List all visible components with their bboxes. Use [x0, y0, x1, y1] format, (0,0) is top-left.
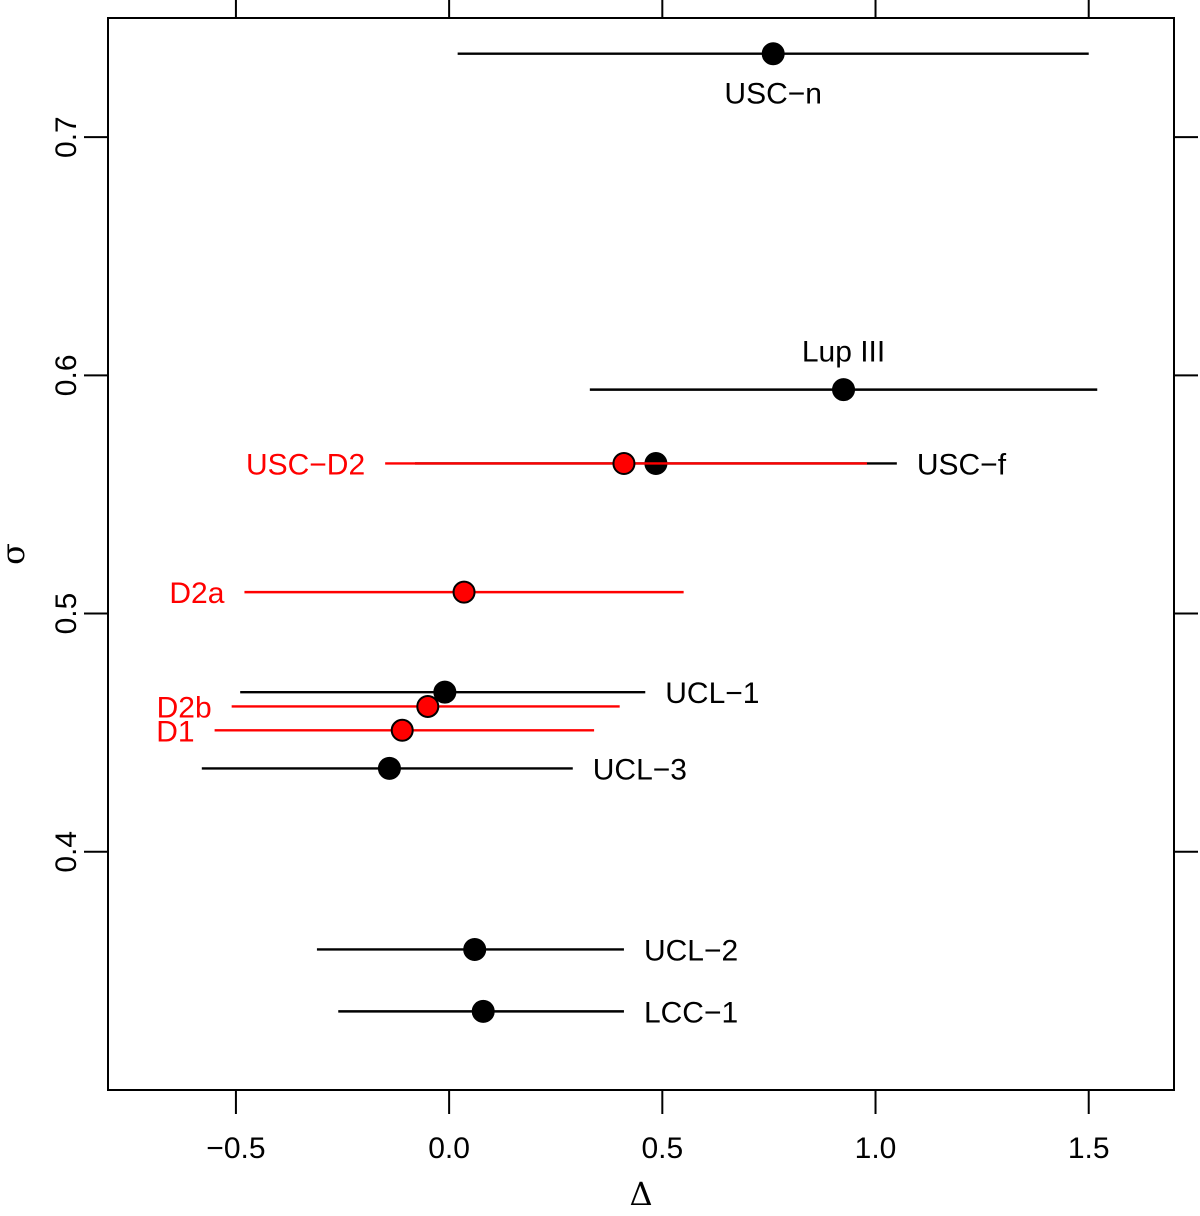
y-axis-title: σ [0, 543, 32, 565]
y-tick-label: 0.5 [50, 593, 83, 635]
point-label: D2a [169, 577, 224, 610]
x-tick-label: −0.5 [206, 1132, 265, 1165]
y-tick-label: 0.7 [50, 116, 83, 158]
x-tick-label: 0.0 [428, 1132, 470, 1165]
point-label: LCC−1 [644, 996, 738, 1029]
point-label: USC−n [724, 78, 822, 111]
data-point [832, 378, 856, 402]
data-point [452, 580, 476, 604]
y-tick-label: 0.4 [50, 831, 83, 873]
x-tick-label: 1.5 [1068, 1132, 1110, 1165]
x-axis-title: Δ [629, 1175, 652, 1213]
point-label: Lup III [802, 336, 885, 369]
data-point [416, 694, 440, 718]
y-tick-label: 0.6 [50, 354, 83, 396]
point-label: D2b [157, 691, 212, 724]
point-label: UCL−2 [644, 934, 738, 967]
data-point [433, 680, 457, 704]
point-label: UCL−1 [665, 677, 759, 710]
data-point [612, 451, 636, 475]
data-point [761, 42, 785, 66]
point-label: USC−D2 [246, 448, 365, 481]
series-black: USC−n Lup III USC−f UCL−1 UCL−3 UCL−2 LCC−1 [201, 42, 1098, 1029]
x-tick-label: 1.0 [855, 1132, 897, 1165]
data-point [377, 756, 401, 780]
point-label: UCL−3 [593, 753, 687, 786]
data-point [471, 999, 495, 1023]
point-label: USC−f [917, 448, 1007, 481]
data-point [463, 937, 487, 961]
data-point [390, 718, 414, 742]
axis-ticks: −0.5 0.0 0.5 1.0 1.5 0.4 0.5 0.6 0.7 [50, 0, 1198, 1165]
plot-frame [107, 17, 1175, 1091]
x-tick-label: 0.5 [641, 1132, 683, 1165]
point-label: D1 [156, 715, 194, 748]
